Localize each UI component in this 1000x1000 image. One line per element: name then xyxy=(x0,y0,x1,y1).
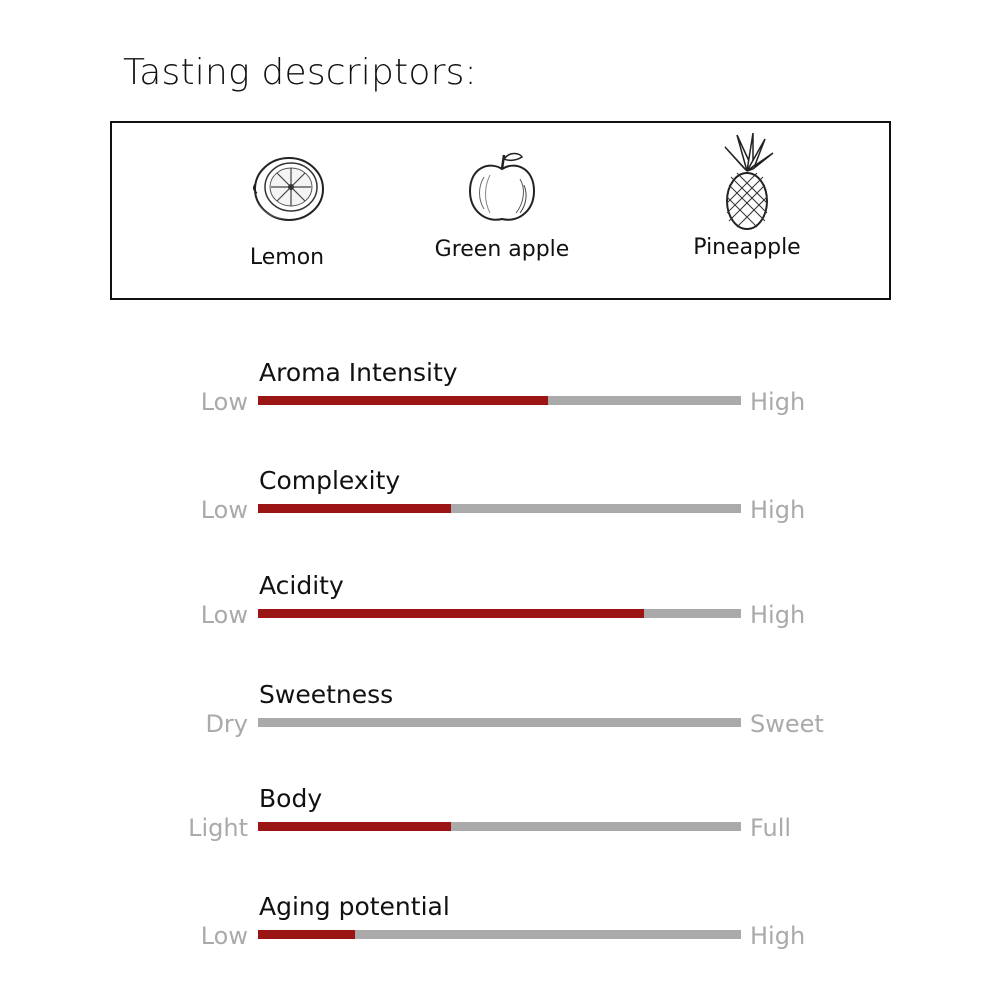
descriptor-green-apple: Green apple xyxy=(432,147,572,262)
scale-low-label: Low xyxy=(200,922,248,950)
scale-low-label: Dry xyxy=(205,710,248,738)
scale-high-label: Full xyxy=(750,814,792,842)
scale-fill xyxy=(258,822,452,831)
descriptor-label: Lemon xyxy=(249,245,325,270)
descriptor-label: Pineapple xyxy=(693,235,801,260)
scale-label: Sweetness xyxy=(259,680,394,709)
scale-track xyxy=(258,504,741,513)
scale-fill xyxy=(258,930,355,939)
scale-track xyxy=(258,609,741,618)
scale-fill xyxy=(258,396,548,405)
scale-track xyxy=(258,718,741,727)
scale-low-label: Low xyxy=(200,601,248,629)
scale-high-label: High xyxy=(750,388,806,416)
scale-label: Aroma Intensity xyxy=(259,358,458,387)
scale-label: Aging potential xyxy=(259,892,450,921)
scale-label: Complexity xyxy=(259,466,401,495)
scale-track xyxy=(258,822,741,831)
scale-low-label: Light xyxy=(188,814,248,842)
scale-label: Acidity xyxy=(259,571,344,600)
scale-high-label: High xyxy=(750,496,806,524)
scale-high-label: High xyxy=(750,601,806,629)
descriptor-lemon: Lemon xyxy=(232,153,342,270)
scale-high-label: Sweet xyxy=(750,710,824,738)
pineapple-icon xyxy=(724,132,774,230)
scale-acidity: Acidity Low High xyxy=(0,571,1000,631)
scale-low-label: Low xyxy=(200,388,248,416)
descriptor-pineapple: Pineapple xyxy=(682,131,812,260)
descriptor-label: Green apple xyxy=(434,237,570,262)
descriptor-panel: Lemon Green apple xyxy=(110,121,891,300)
scale-sweetness: Sweetness Dry Sweet xyxy=(0,680,1000,740)
scale-track xyxy=(258,396,741,405)
scale-label: Body xyxy=(259,784,323,813)
scale-high-label: High xyxy=(750,922,806,950)
scale-fill xyxy=(258,504,452,513)
scale-body: Body Light Full xyxy=(0,784,1000,844)
scale-complexity: Complexity Low High xyxy=(0,466,1000,526)
page-title: Tasting descriptors: xyxy=(123,52,477,93)
scale-fill xyxy=(258,609,645,618)
scale-low-label: Low xyxy=(200,496,248,524)
scale-track xyxy=(258,930,741,939)
lemon-icon xyxy=(253,157,324,221)
scale-aroma-intensity: Aroma Intensity Low High xyxy=(0,358,1000,418)
scale-aging-potential: Aging potential Low High xyxy=(0,892,1000,952)
apple-icon xyxy=(468,152,536,221)
